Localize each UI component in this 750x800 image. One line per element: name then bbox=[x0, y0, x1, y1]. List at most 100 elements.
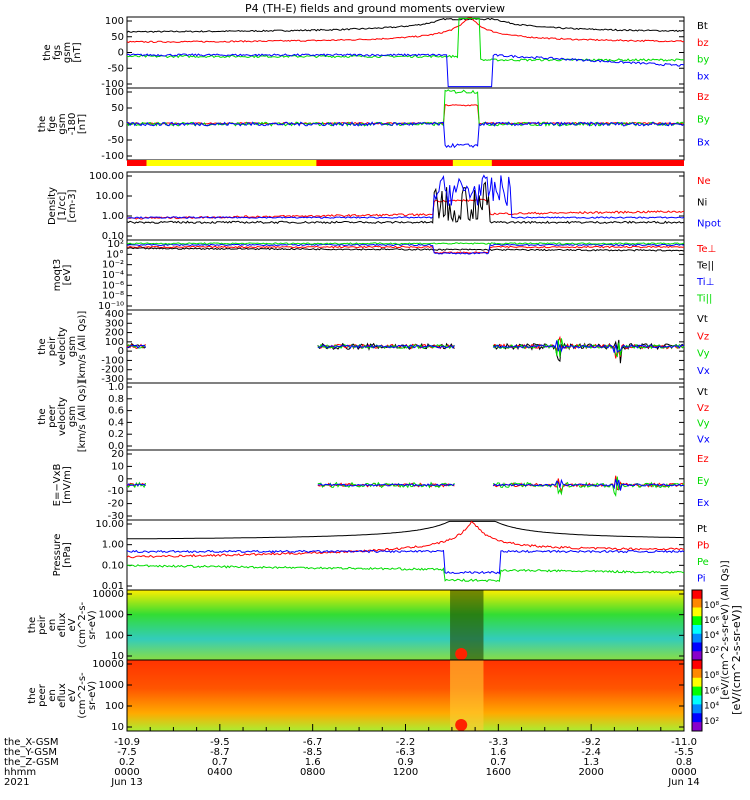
spectrogram-hotspot bbox=[455, 648, 468, 660]
legend-blue: Pi bbox=[697, 574, 706, 585]
series-Vt bbox=[492, 339, 685, 364]
legend-blue: Ex bbox=[697, 498, 709, 509]
panel-peir-spectrogram: 10⁸ 10⁶ 10⁴ 10² 10000 1000 100 10 the peir en eflux… bbox=[27, 589, 719, 662]
legend-black: Te|| bbox=[696, 261, 714, 272]
spectrogram-feature bbox=[450, 590, 484, 660]
series-Ex bbox=[126, 483, 146, 487]
y-tick-label: 0.2 bbox=[108, 429, 124, 440]
y-tick-label: 10⁻⁴ bbox=[102, 270, 124, 281]
y-tick-label: 100 bbox=[105, 630, 124, 641]
y-axis-label-line: en bbox=[47, 619, 58, 632]
y-tick-label: 0.10 bbox=[102, 231, 124, 242]
series-Ti⊥ bbox=[127, 243, 685, 255]
y-axis-label-line: [eV] bbox=[62, 265, 73, 286]
colorbar-tick: 10⁸ bbox=[704, 671, 719, 681]
y-axis-label: the fge gsm -180 [nT] bbox=[37, 113, 88, 136]
y-tick-label: 100 bbox=[105, 87, 124, 98]
colorbar-segment bbox=[692, 642, 702, 652]
y-axis-label-line: gsm bbox=[62, 42, 73, 63]
y-tick-label: 0 bbox=[118, 346, 124, 357]
y-tick-label: 0 bbox=[118, 48, 124, 59]
legend-red: Pb bbox=[697, 541, 709, 552]
legend-black: Ni bbox=[697, 197, 707, 208]
y-axis-label-line: peer bbox=[37, 683, 48, 707]
x-axis-value: -6.7 bbox=[303, 737, 323, 748]
panel-fge-gsm: 100 50 0 -50 -100 the fge gsm -180 [nT] Bz By Bx bbox=[37, 87, 710, 162]
x-axis-row-label: hhmm bbox=[4, 767, 36, 778]
legend-red: Bz bbox=[697, 92, 709, 103]
y-tick-label: 10.00 bbox=[95, 191, 124, 202]
y-axis-label-line: the bbox=[42, 44, 53, 60]
x-axis: the_X-GSM -10.9 -9.5 -6.7 -2.2 -3.3 -9.2 -11.0 t… bbox=[4, 724, 700, 788]
y-axis-label: Pressure [nPa] bbox=[52, 534, 73, 577]
colorbar-label: [eV/(cm^2-s-sr-eV)] bbox=[730, 605, 743, 715]
y-tick-label: 0.6 bbox=[108, 406, 124, 417]
x-axis-row-label: the_Z-GSM bbox=[4, 757, 59, 768]
x-axis-value: 0.9 bbox=[398, 757, 414, 768]
legend-red: Ez bbox=[697, 454, 709, 465]
y-axis-label: moqt3 [eV] bbox=[52, 259, 73, 292]
colorbar-label-text: [eV/(cm^2-s-sr-eV)] bbox=[730, 605, 743, 715]
legend-black: Vt bbox=[697, 387, 708, 398]
legend-blue: Ti⊥ bbox=[696, 277, 714, 288]
series-Ni bbox=[126, 181, 685, 225]
panel-frame bbox=[126, 171, 685, 241]
y-axis-label-line: -180 bbox=[67, 113, 78, 136]
y-tick-label: 10 bbox=[111, 722, 124, 733]
y-axis-label-line: sr-eV) bbox=[87, 610, 98, 639]
y-tick-label: 10⁻⁶ bbox=[102, 280, 124, 291]
y-axis-label-line: sr-eV) bbox=[87, 681, 98, 710]
series-Pe bbox=[126, 564, 685, 583]
y-tick-label: 20 bbox=[111, 449, 124, 460]
colorbar-segment bbox=[692, 660, 702, 670]
y-tick-label: 0 bbox=[118, 119, 124, 130]
colorbar-tick: 10⁴ bbox=[704, 631, 719, 641]
x-axis-value: 0000 bbox=[114, 767, 139, 778]
y-tick-label: 100 bbox=[105, 337, 124, 348]
legend-black: Vt bbox=[697, 314, 708, 325]
y-tick-label: 10° bbox=[106, 249, 124, 260]
y-tick-label: 1.00 bbox=[102, 540, 124, 551]
x-axis-value: -7.5 bbox=[117, 747, 137, 758]
colorbar-tick: 10⁸ bbox=[704, 601, 719, 611]
y-tick-label: 10⁻⁸ bbox=[102, 291, 124, 302]
legend-green: Vy bbox=[697, 349, 710, 360]
colorbar-tick: 10⁴ bbox=[704, 702, 719, 712]
series-by bbox=[126, 17, 685, 62]
y-axis-label-line: [nT] bbox=[72, 42, 83, 62]
series-Vx bbox=[126, 344, 147, 349]
y-tick-label: -100 bbox=[101, 151, 124, 162]
y-axis-label: the peir en eflux eV (cm^2-s-sr-eV) bbox=[27, 601, 98, 648]
y-axis-label: Density [1/cc] [cm-3] bbox=[47, 187, 78, 225]
legend-red: Vz bbox=[697, 331, 709, 342]
x-axis-value: 0.8 bbox=[676, 757, 692, 768]
series-bz bbox=[126, 17, 685, 44]
x-axis-value: 0.7 bbox=[490, 757, 506, 768]
x-axis-row-label: the_Y-GSM bbox=[4, 747, 57, 758]
panel-frame bbox=[126, 16, 685, 89]
colorbar-segment bbox=[692, 668, 702, 679]
colorbar-segment bbox=[692, 633, 702, 643]
x-axis-value: 1200 bbox=[393, 767, 418, 778]
y-axis-label-line: eV bbox=[67, 689, 78, 702]
y-axis-label-line: peer bbox=[47, 404, 58, 428]
y-tick-label: -30 bbox=[108, 511, 124, 522]
colorbar: 10⁸ 10⁶ 10⁴ 10² bbox=[691, 659, 719, 732]
x-axis-value: -6.3 bbox=[396, 747, 416, 758]
series-Ne bbox=[126, 197, 685, 220]
colorbar-segment bbox=[692, 695, 702, 705]
y-axis-label-line: [km/s (All Qs)] bbox=[77, 381, 88, 453]
y-axis-label-line: the bbox=[37, 408, 48, 424]
series-Bt bbox=[126, 17, 685, 33]
legend-blue: bx bbox=[697, 71, 709, 82]
y-axis-label: the peer en eflux eV (cm^2-s-sr-eV) bbox=[27, 672, 98, 719]
y-axis-label-line: peir bbox=[47, 336, 58, 356]
y-tick-label: 100 bbox=[105, 701, 124, 712]
y-tick-label: -10 bbox=[108, 486, 124, 497]
y-tick-label: 10⁻² bbox=[102, 260, 124, 271]
colorbar-tick: 10⁶ bbox=[704, 686, 719, 696]
x-axis-value: 0.2 bbox=[119, 757, 135, 768]
y-axis-label-line: eflux bbox=[57, 683, 68, 708]
